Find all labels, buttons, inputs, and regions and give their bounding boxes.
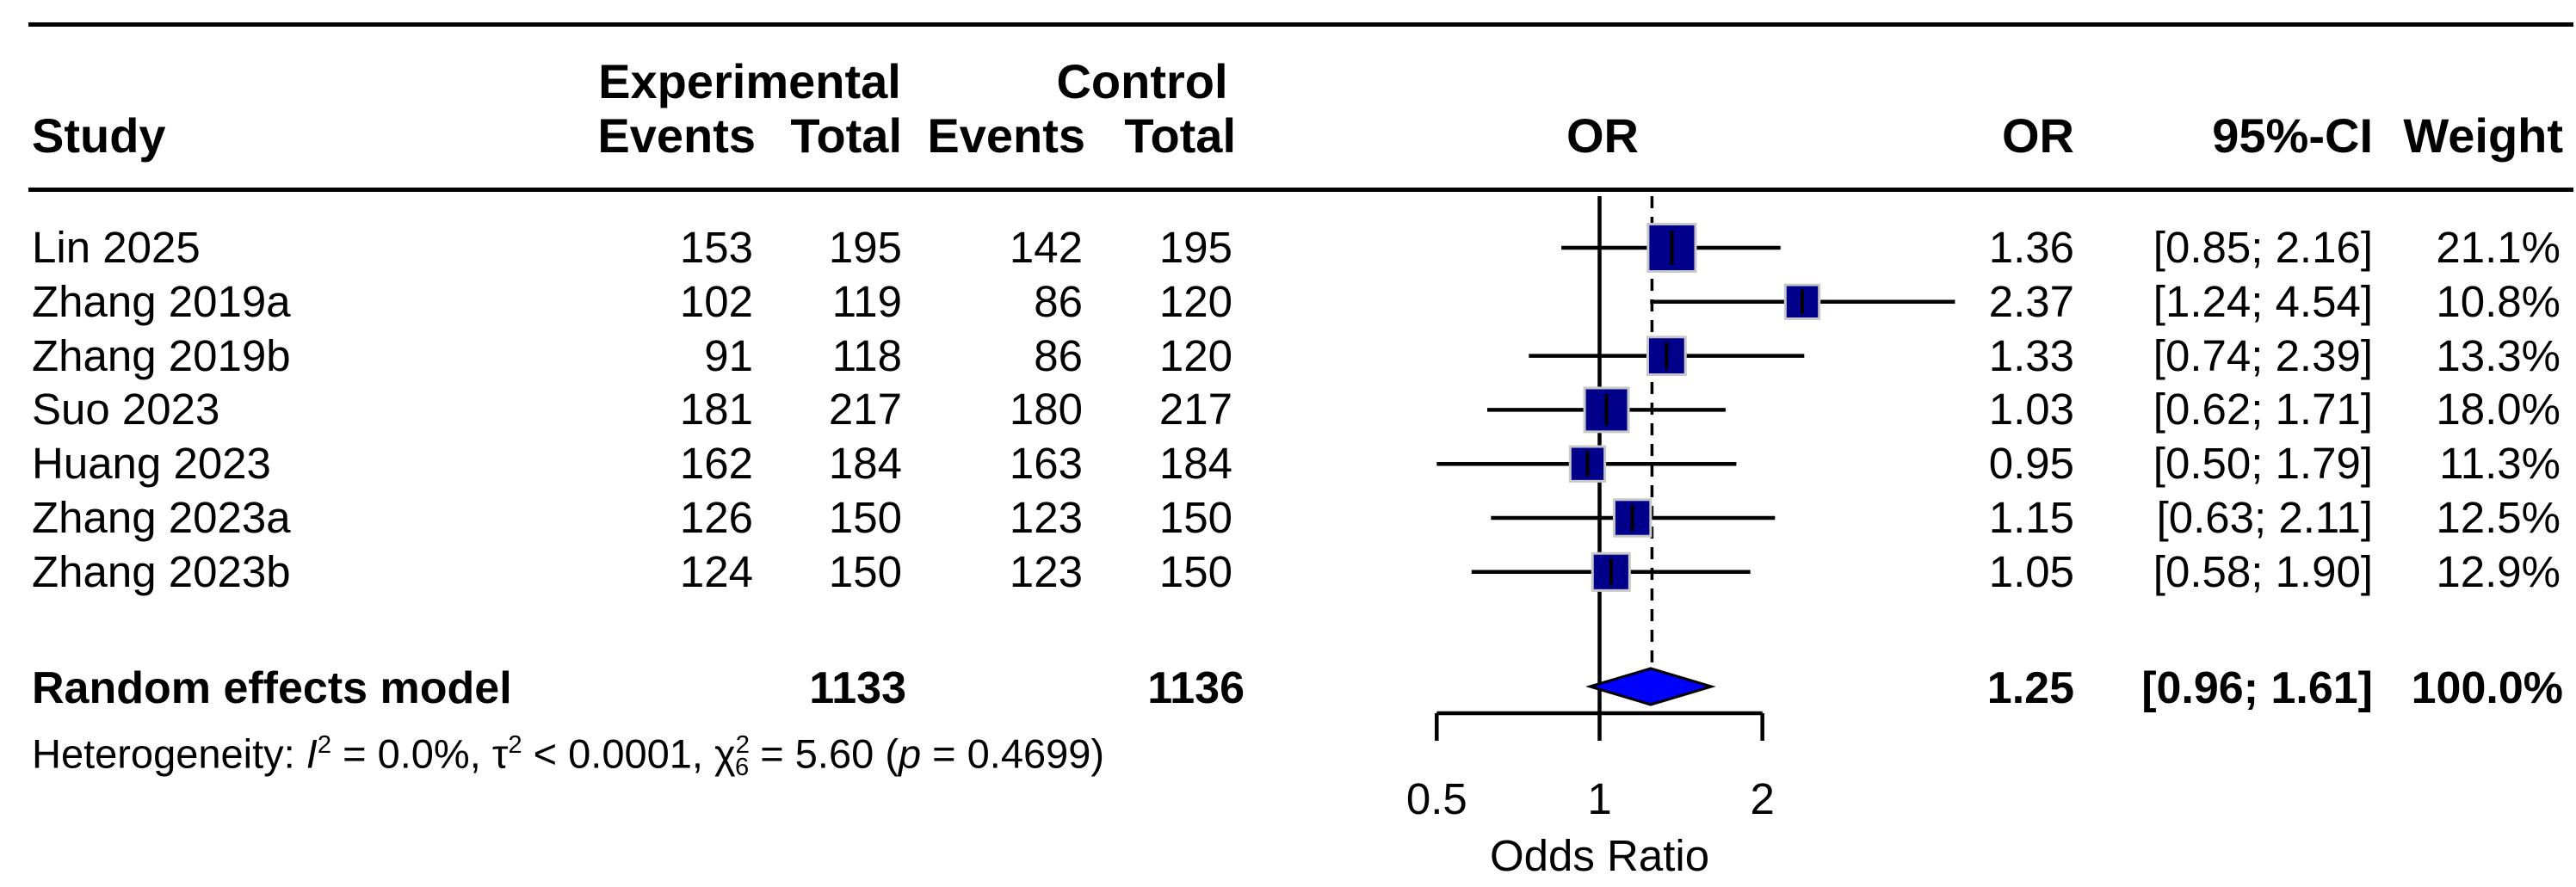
summary-exp-total: 1133 xyxy=(809,663,906,713)
header-exp-events: Events xyxy=(597,108,756,163)
study-name-cell: Huang 2023 xyxy=(32,439,271,488)
weight-value-cell: 21.1% xyxy=(2436,223,2561,272)
exp-events-cell: 162 xyxy=(679,439,753,488)
header-experimental: Experimental xyxy=(598,54,901,108)
summary-diamond xyxy=(1585,667,1716,706)
header-ctrl-total: Total xyxy=(1124,108,1236,163)
header-or-plot: OR xyxy=(1566,108,1639,163)
header-rule xyxy=(28,188,2573,192)
weight-value-cell: 11.3% xyxy=(2439,439,2561,488)
header-exp-total: Total xyxy=(790,108,902,163)
ctrl-total-cell: 195 xyxy=(1158,223,1232,272)
exp-events-cell: 181 xyxy=(679,385,753,434)
exp-events-cell: 124 xyxy=(679,547,753,596)
ci-value-cell: [0.62; 1.71] xyxy=(2153,385,2373,434)
top-rule xyxy=(28,22,2573,27)
ctrl-events-cell: 86 xyxy=(1034,277,1083,326)
heterogeneity-segment: 2 xyxy=(317,731,332,759)
header-ci-column: 95%-CI xyxy=(2212,108,2373,163)
or-value-cell: 0.95 xyxy=(1988,439,2074,488)
ctrl-events-cell: 180 xyxy=(1009,385,1083,434)
ctrl-total-cell: 120 xyxy=(1158,277,1232,326)
x-axis-tick-label: 1 xyxy=(1587,774,1611,823)
summary-or-value: 1.25 xyxy=(1986,663,2074,713)
exp-events-cell: 153 xyxy=(679,223,753,272)
weight-value-cell: 12.5% xyxy=(2436,493,2561,542)
heterogeneity-segment: 2 xyxy=(735,731,750,759)
ctrl-events-cell: 123 xyxy=(1009,547,1083,596)
heterogeneity-segment: = 5.60 ( xyxy=(749,730,899,777)
heterogeneity-segment: = 0.4699) xyxy=(921,730,1105,777)
heterogeneity-segment: Heterogeneity: xyxy=(32,730,306,777)
exp-total-cell: 184 xyxy=(828,439,902,488)
exp-events-cell: 126 xyxy=(679,493,753,542)
heterogeneity-segment: p xyxy=(898,730,922,777)
summary-ctrl-total: 1136 xyxy=(1147,663,1245,713)
exp-total-cell: 118 xyxy=(831,331,902,380)
x-axis-title: Odds Ratio xyxy=(1490,831,1709,880)
heterogeneity-text: Heterogeneity: I2 = 0.0%, τ2 < 0.0001, χ… xyxy=(32,718,1104,781)
ci-value-cell: [0.50; 1.79] xyxy=(2153,439,2373,488)
study-name-cell: Zhang 2019b xyxy=(32,331,291,380)
ci-value-cell: [0.58; 1.90] xyxy=(2153,547,2373,596)
ctrl-events-cell: 123 xyxy=(1009,493,1083,542)
ctrl-total-cell: 184 xyxy=(1158,439,1232,488)
heterogeneity-segment: I xyxy=(306,730,318,777)
header-ctrl-events: Events xyxy=(927,108,1085,163)
weight-value-cell: 18.0% xyxy=(2436,385,2561,434)
header-weight-column: Weight xyxy=(2403,108,2563,163)
ci-value-cell: [0.85; 2.16] xyxy=(2153,223,2373,272)
ctrl-events-cell: 142 xyxy=(1009,223,1083,272)
heterogeneity-segment: < 0.0001, χ xyxy=(522,730,736,777)
weight-value-cell: 10.8% xyxy=(2436,277,2561,326)
study-name-cell: Lin 2025 xyxy=(32,223,201,272)
header-control: Control xyxy=(1056,54,1228,108)
heterogeneity-segment: 6 xyxy=(735,754,750,782)
exp-total-cell: 150 xyxy=(828,493,902,542)
summary-label: Random effects model xyxy=(32,663,512,713)
or-value-cell: 1.33 xyxy=(1988,331,2074,380)
weight-value-cell: 12.9% xyxy=(2436,547,2561,596)
ctrl-total-cell: 120 xyxy=(1158,331,1232,380)
summary-ci-value: [0.96; 1.61] xyxy=(2141,663,2373,713)
ci-value-cell: [0.63; 2.11] xyxy=(2156,493,2373,542)
study-name-cell: Suo 2023 xyxy=(32,385,220,434)
ctrl-total-cell: 150 xyxy=(1158,547,1232,596)
weight-value-cell: 13.3% xyxy=(2436,331,2561,380)
ctrl-events-cell: 163 xyxy=(1009,439,1083,488)
exp-total-cell: 217 xyxy=(828,385,902,434)
or-value-cell: 1.15 xyxy=(1988,493,2074,542)
header-study: Study xyxy=(32,108,166,163)
x-axis-tick-label: 0.5 xyxy=(1406,774,1467,823)
exp-events-cell: 91 xyxy=(704,331,753,380)
or-value-cell: 1.03 xyxy=(1988,385,2074,434)
x-axis-tick-label: 2 xyxy=(1751,774,1775,823)
or-value-cell: 2.37 xyxy=(1988,277,2074,326)
exp-total-cell: 195 xyxy=(828,223,902,272)
study-name-cell: Zhang 2023a xyxy=(32,493,291,542)
header-or-column: OR xyxy=(2002,108,2074,163)
exp-events-cell: 102 xyxy=(679,277,753,326)
heterogeneity-segment: 2 xyxy=(508,731,522,759)
study-name-cell: Zhang 2019a xyxy=(32,277,291,326)
or-value-cell: 1.36 xyxy=(1988,223,2074,272)
ctrl-total-cell: 150 xyxy=(1158,493,1232,542)
heterogeneity-segment: = 0.0%, τ xyxy=(331,730,509,777)
summary-weight-value: 100.0% xyxy=(2411,663,2563,713)
ctrl-total-cell: 217 xyxy=(1158,385,1232,434)
study-name-cell: Zhang 2023b xyxy=(32,547,291,596)
ci-value-cell: [1.24; 4.54] xyxy=(2153,277,2373,326)
ctrl-events-cell: 86 xyxy=(1034,331,1083,380)
exp-total-cell: 150 xyxy=(828,547,902,596)
exp-total-cell: 119 xyxy=(831,277,902,326)
or-value-cell: 1.05 xyxy=(1988,547,2074,596)
ci-value-cell: [0.74; 2.39] xyxy=(2153,331,2373,380)
